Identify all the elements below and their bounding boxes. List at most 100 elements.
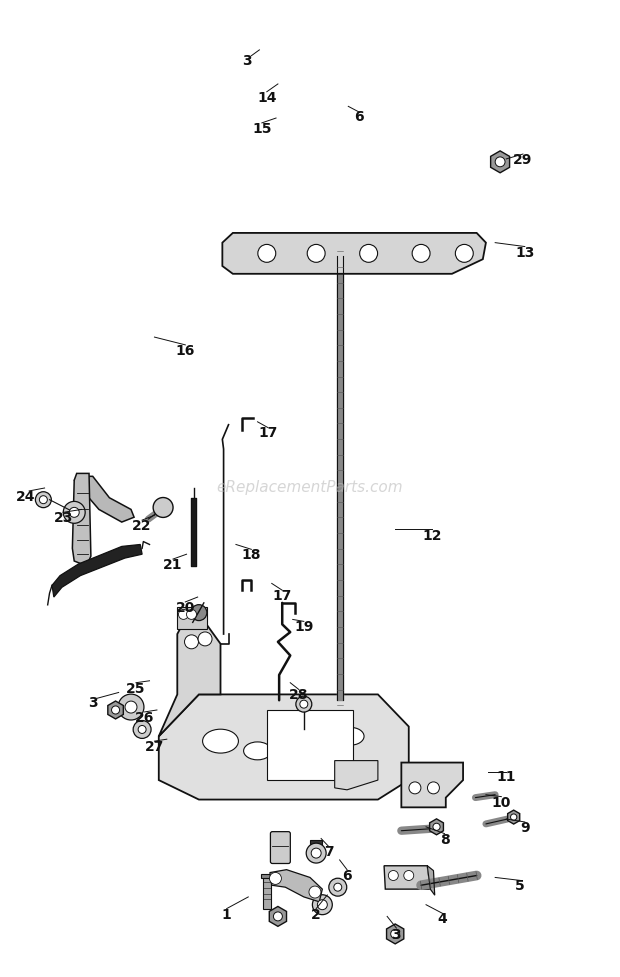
Circle shape (198, 632, 212, 646)
Polygon shape (490, 151, 510, 174)
Polygon shape (384, 866, 430, 889)
Circle shape (409, 783, 421, 794)
Text: 12: 12 (422, 529, 442, 542)
Polygon shape (52, 545, 142, 597)
Text: 18: 18 (242, 548, 261, 562)
Ellipse shape (244, 743, 272, 760)
Text: 22: 22 (132, 519, 152, 532)
Circle shape (63, 502, 85, 524)
Polygon shape (386, 924, 404, 944)
Text: 6: 6 (355, 110, 364, 124)
Text: 26: 26 (135, 710, 154, 724)
Polygon shape (267, 710, 353, 781)
FancyBboxPatch shape (270, 831, 290, 864)
Circle shape (179, 610, 188, 619)
Text: 21: 21 (163, 557, 183, 572)
Circle shape (118, 695, 144, 720)
Text: 23: 23 (53, 511, 73, 525)
Text: 25: 25 (126, 681, 146, 695)
Circle shape (427, 783, 440, 794)
Text: 9: 9 (520, 820, 529, 834)
Circle shape (69, 508, 79, 518)
Polygon shape (159, 622, 221, 737)
Text: 17: 17 (259, 425, 278, 439)
Circle shape (133, 721, 151, 739)
Text: 3: 3 (242, 54, 252, 67)
Ellipse shape (296, 727, 336, 752)
Circle shape (455, 245, 473, 263)
Text: 28: 28 (289, 688, 309, 701)
Ellipse shape (336, 728, 364, 745)
Circle shape (258, 245, 276, 263)
Circle shape (125, 701, 137, 713)
Bar (177, 608, 207, 630)
Text: 14: 14 (257, 91, 277, 105)
Polygon shape (427, 866, 435, 895)
Polygon shape (335, 761, 378, 790)
Circle shape (296, 697, 312, 712)
Circle shape (187, 610, 197, 619)
Circle shape (138, 726, 146, 734)
Polygon shape (430, 819, 443, 835)
Circle shape (334, 883, 342, 891)
Bar (310, 840, 322, 859)
Bar (263, 877, 271, 910)
Polygon shape (508, 810, 520, 825)
Text: 6: 6 (342, 868, 352, 881)
Circle shape (391, 929, 400, 939)
Circle shape (270, 872, 281, 884)
Text: 27: 27 (145, 740, 164, 753)
Circle shape (300, 701, 308, 708)
Text: eReplacementParts.com: eReplacementParts.com (216, 479, 404, 494)
Circle shape (495, 157, 505, 168)
Ellipse shape (203, 730, 239, 753)
Circle shape (388, 871, 398, 880)
Text: 15: 15 (252, 122, 272, 136)
Polygon shape (159, 695, 409, 800)
Text: 1: 1 (222, 908, 231, 921)
Circle shape (112, 706, 120, 714)
Circle shape (185, 635, 198, 649)
Polygon shape (73, 474, 91, 567)
Circle shape (153, 498, 173, 518)
Text: 10: 10 (492, 794, 511, 809)
Polygon shape (74, 477, 134, 523)
Text: 29: 29 (513, 152, 533, 167)
Circle shape (306, 843, 326, 863)
Text: 11: 11 (497, 770, 516, 784)
Bar (261, 874, 272, 878)
Circle shape (412, 245, 430, 263)
Polygon shape (270, 870, 322, 902)
Polygon shape (108, 701, 123, 719)
Circle shape (311, 848, 321, 858)
Circle shape (433, 824, 440, 830)
Circle shape (40, 496, 47, 504)
Text: 4: 4 (438, 912, 448, 925)
Circle shape (191, 605, 207, 621)
Polygon shape (401, 763, 463, 808)
Circle shape (404, 871, 414, 880)
Circle shape (308, 245, 325, 263)
Circle shape (273, 912, 282, 921)
Text: 17: 17 (273, 588, 292, 603)
Circle shape (329, 878, 347, 896)
Text: 7: 7 (324, 844, 334, 858)
Text: 19: 19 (294, 619, 314, 634)
Text: 13: 13 (515, 246, 534, 260)
Circle shape (312, 895, 332, 914)
Text: 5: 5 (515, 878, 525, 892)
Ellipse shape (268, 733, 296, 750)
Polygon shape (223, 234, 486, 275)
Circle shape (309, 886, 321, 898)
Text: 16: 16 (175, 343, 195, 358)
Text: 24: 24 (16, 489, 36, 503)
Circle shape (510, 814, 517, 821)
Text: 3: 3 (392, 927, 401, 941)
Circle shape (317, 900, 327, 910)
Text: 8: 8 (440, 831, 450, 846)
Text: 20: 20 (175, 600, 195, 615)
Circle shape (360, 245, 378, 263)
Circle shape (35, 492, 51, 508)
Polygon shape (269, 907, 286, 926)
Text: 3: 3 (88, 696, 97, 709)
